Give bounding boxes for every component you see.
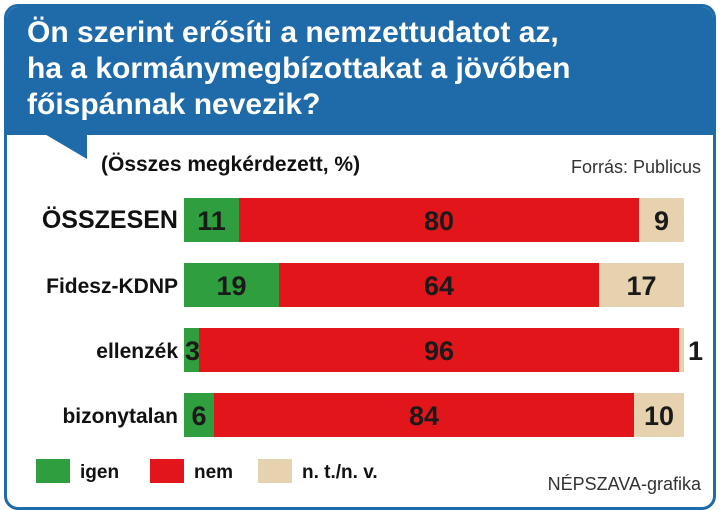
bar-segment-nem — [199, 328, 679, 372]
data-label: 64 — [424, 271, 454, 301]
data-label: 1 — [688, 336, 703, 366]
chart-title: Ön szerint erősíti a nemzettudatot az, h… — [27, 16, 571, 121]
data-label: 17 — [626, 271, 656, 301]
bar-segment-igen — [184, 198, 239, 242]
bar-segment-nem — [279, 263, 599, 307]
bar-segment-nem — [239, 198, 639, 242]
legend-label: nem — [194, 462, 233, 483]
title-banner: Ön szerint erősíti a nemzettudatot az, h… — [7, 7, 713, 135]
data-label: 10 — [644, 401, 674, 431]
category-label: Fidesz-KDNP — [46, 275, 178, 298]
category-label: bizonytalan — [62, 405, 178, 428]
chart-subtitle: (Összes megkérdezett, %) — [101, 153, 361, 176]
data-label: 96 — [424, 336, 454, 366]
banner-notch — [43, 133, 87, 159]
bar-segment-nt — [639, 198, 684, 242]
bar-segment-igen — [184, 263, 279, 307]
bar-segment-nt — [679, 328, 684, 372]
bar-segment-nt — [634, 393, 684, 437]
source-note: Forrás: Publicus — [570, 157, 701, 177]
data-label: 11 — [197, 206, 226, 236]
category-label: ÖSSZESEN — [42, 205, 178, 234]
bar-segment-nem — [214, 393, 634, 437]
data-label: 19 — [216, 271, 246, 301]
data-label: 9 — [654, 206, 669, 236]
category-label: ellenzék — [96, 340, 178, 363]
legend-swatch — [258, 459, 292, 483]
legend-swatch — [36, 459, 70, 483]
legend-label: n. t./n. v. — [302, 462, 378, 483]
bar-segment-igen — [184, 328, 199, 372]
graphic-credit: NÉPSZAVA-grafika — [547, 474, 701, 494]
data-label: 3 — [185, 336, 200, 366]
data-label: 80 — [424, 206, 454, 236]
data-label: 6 — [191, 401, 206, 431]
data-label: 84 — [409, 401, 439, 431]
bar-segment-nt — [599, 263, 684, 307]
legend-swatch — [150, 459, 184, 483]
infographic-frame: Ön szerint erősíti a nemzettudatot az, h… — [4, 4, 716, 510]
legend-label: igen — [80, 462, 119, 483]
bar-segment-igen — [184, 393, 214, 437]
